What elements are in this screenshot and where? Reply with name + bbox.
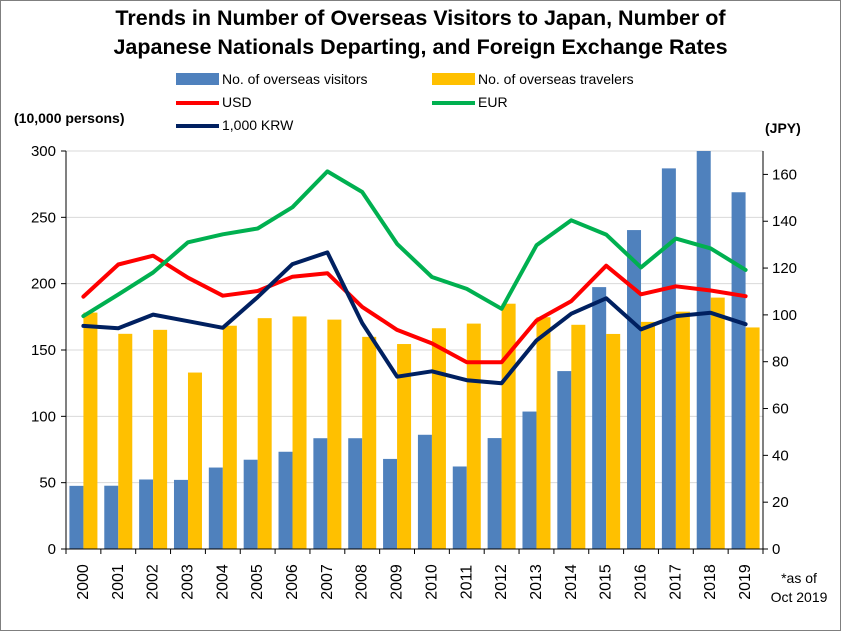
bar-travelers: [118, 333, 133, 549]
bar-visitors: [243, 459, 258, 549]
x-axis-tick-label: 2013: [528, 564, 545, 600]
legend-label-eur: EUR: [478, 94, 508, 110]
bar-visitors: [731, 192, 746, 549]
bar-travelers: [362, 336, 377, 549]
line-series-krw: [81, 250, 748, 386]
right-axis-tick-label: 140: [772, 213, 797, 230]
right-axis-unit: (JPY): [765, 120, 801, 136]
bar-travelers: [431, 328, 446, 549]
bar-travelers: [675, 311, 690, 549]
x-axis-tick-label: 2002: [145, 564, 162, 600]
bar-visitors: [313, 438, 328, 549]
bar-visitors: [696, 151, 711, 549]
bar-travelers: [536, 317, 551, 549]
x-axis-tick-label: 2019: [737, 564, 754, 600]
legend-swatch-travelers: [432, 73, 475, 85]
right-axis-tick-label: 60: [772, 401, 789, 418]
x-axis-tick-label: 2012: [493, 564, 510, 600]
bar-travelers: [153, 329, 168, 549]
bar-travelers: [222, 325, 237, 549]
chart-title-line1: Trends in Number of Overseas Visitors to…: [115, 6, 726, 30]
line-series-eur: [81, 169, 748, 319]
bar-travelers: [501, 303, 516, 549]
x-axis-tick-label: 2018: [702, 564, 719, 600]
bar-visitors: [452, 466, 467, 549]
left-axis-tick-label: 200: [31, 276, 56, 293]
bar-travelers: [257, 318, 272, 549]
bar-visitors: [208, 467, 223, 549]
x-axis-tick-label: 2016: [633, 564, 650, 600]
legend-label-travelers: No. of overseas travelers: [478, 71, 634, 87]
bar-visitors: [487, 438, 502, 549]
left-axis-tick-label: 100: [31, 408, 56, 425]
right-axis-tick-label: 80: [772, 354, 789, 371]
bar-travelers: [745, 327, 760, 549]
left-axis-unit: (10,000 persons): [14, 110, 125, 126]
x-axis-tick-label: 2010: [423, 564, 440, 600]
bar-travelers: [292, 316, 307, 549]
legend-label-usd: USD: [222, 94, 252, 110]
right-axis-tick-label: 100: [772, 307, 797, 324]
x-axis-tick-label: 2000: [75, 564, 92, 600]
x-axis-tick-label: 2001: [110, 564, 127, 600]
left-axis-tick-label: 150: [31, 342, 56, 359]
legend-swatch-visitors: [176, 73, 219, 85]
x-axis-tick-label: 2014: [563, 564, 580, 600]
bar-travelers: [397, 344, 412, 549]
right-axis-tick-label: 40: [772, 447, 789, 464]
right-axis-tick-label: 20: [772, 494, 789, 511]
bar-travelers: [606, 333, 621, 549]
x-axis-tick-label: 2011: [458, 565, 475, 600]
x-axis-tick-label: 2003: [179, 564, 196, 600]
footnote: *as of Oct 2019: [762, 569, 836, 607]
right-axis-tick-label: 120: [772, 260, 797, 277]
left-axis-tick-label: 0: [48, 541, 56, 558]
bar-visitors: [173, 479, 188, 549]
x-axis-tick-label: 2015: [598, 564, 615, 600]
bar-visitors: [417, 434, 432, 549]
bar-visitors: [278, 451, 293, 549]
bar-visitors: [69, 485, 84, 549]
bar-visitors: [592, 287, 607, 549]
x-axis-tick-label: 2017: [667, 564, 684, 600]
bar-travelers: [327, 319, 342, 549]
legend: [176, 73, 475, 128]
legend-label-visitors: No. of overseas visitors: [222, 71, 368, 87]
bar-visitors: [627, 230, 642, 549]
line-series-usd: [81, 253, 748, 365]
x-axis-tick-label: 2008: [354, 564, 371, 600]
bar-visitors: [104, 485, 119, 549]
footnote-line1: *as of: [781, 570, 817, 586]
bar-visitors: [522, 411, 537, 549]
chart-title-line2: Japanese Nationals Departing, and Foreig…: [113, 35, 728, 59]
legend-label-krw: 1,000 KRW: [222, 117, 294, 133]
bar-visitors: [557, 371, 572, 549]
bar-travelers: [571, 324, 586, 549]
left-axis-tick-label: 50: [39, 475, 56, 492]
bar-visitors: [139, 479, 154, 549]
bar-travelers: [83, 312, 98, 549]
bar-travelers: [641, 321, 656, 549]
left-axis-tick-label: 300: [31, 143, 56, 160]
x-axis-tick-label: 2006: [284, 564, 301, 600]
bar-visitors: [383, 458, 398, 549]
x-axis-tick-label: 2005: [249, 564, 266, 600]
bar-travelers: [187, 372, 202, 549]
bar-travelers: [710, 297, 725, 549]
footnote-line2: Oct 2019: [770, 589, 828, 605]
right-axis-tick-label: 0: [772, 541, 780, 558]
bar-travelers: [466, 323, 481, 549]
bar-visitors: [661, 168, 676, 549]
x-axis-tick-label: 2009: [389, 564, 406, 600]
left-axis-tick-label: 250: [31, 209, 56, 226]
bar-visitors: [348, 438, 363, 549]
x-axis-tick-label: 2007: [319, 564, 336, 600]
x-axis-tick-label: 2004: [214, 564, 231, 600]
right-axis-tick-label: 160: [772, 166, 797, 183]
